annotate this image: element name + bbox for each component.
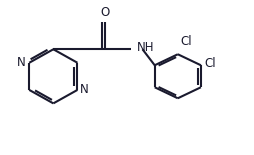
Text: Cl: Cl — [205, 57, 216, 70]
Text: N: N — [80, 83, 88, 96]
Text: Cl: Cl — [180, 35, 192, 48]
Text: N: N — [17, 56, 26, 69]
Text: O: O — [101, 6, 110, 19]
Text: NH: NH — [136, 41, 154, 54]
